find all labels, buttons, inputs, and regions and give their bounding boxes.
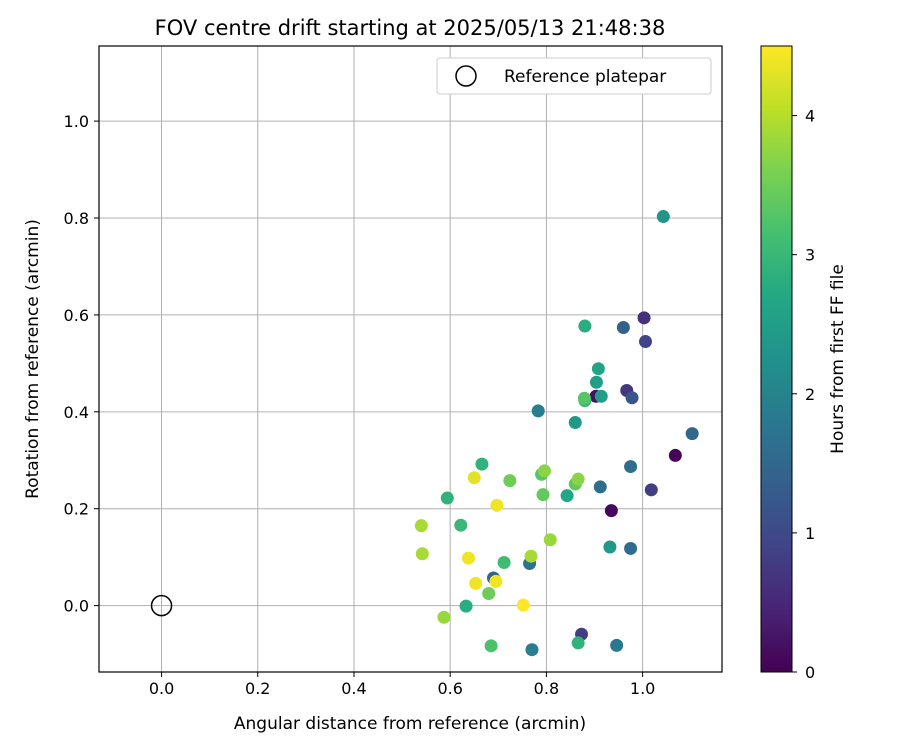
y-tick-label: 1.0 [64,112,89,131]
colorbar-tick-label: 0 [805,663,815,682]
legend: Reference platepar [436,57,712,95]
x-tick-label: 1.0 [630,679,655,698]
scatter-point [625,391,639,405]
x-tick-label: 0.4 [341,679,366,698]
scatter-point [524,549,538,563]
scatter-point [475,457,489,471]
scatter-point [610,638,624,652]
scatter-point [594,389,608,403]
y-tick-label: 0.6 [64,306,89,325]
scatter-point [668,448,682,462]
scatter-point [571,636,585,650]
scatter-point [577,391,591,405]
x-tick-label: 0.2 [245,679,270,698]
colorbar-tick-label: 3 [805,246,815,265]
scatter-point [560,489,574,503]
scatter-point [482,587,496,601]
scatter-point [525,643,539,657]
scatter-point [503,474,517,488]
scatter-point [591,362,605,376]
scatter-point [624,541,638,555]
scatter-point [536,488,550,502]
x-tick-label: 0.0 [149,679,174,698]
scatter-point [637,311,651,325]
scatter-point [568,415,582,429]
colorbar-tick-label: 2 [805,385,815,404]
scatter-point [459,599,473,613]
scatter-point [616,321,630,335]
scatter-point [656,210,670,224]
scatter-point [454,518,468,532]
colorbar-tick-label: 1 [805,524,815,543]
scatter-point [469,576,483,590]
x-tick-label: 0.6 [437,679,462,698]
scatter-point [437,610,451,624]
y-tick-label: 0.8 [64,209,89,228]
scatter-point [603,540,617,554]
x-tick-label: 0.8 [534,679,559,698]
reference-platepar-marker [150,594,173,617]
scatter-point [467,471,481,485]
chart-title: FOV centre drift starting at 2025/05/13 … [155,16,666,40]
y-tick-label: 0.4 [64,403,89,422]
colorbar-label: Hours from first FF file [828,264,848,454]
x-axis-label: Angular distance from reference (arcmin) [234,714,586,734]
scatter-point [639,335,653,349]
scatter-point [516,598,530,612]
axes-frame [98,45,723,673]
scatter-point [484,639,498,653]
scatter-point [414,519,428,533]
colorbar-gradient [760,45,793,673]
scatter-point [644,483,658,497]
scatter-point [571,472,585,486]
scatter-point [490,498,504,512]
scatter-point [461,551,475,565]
scatter-point [685,427,699,441]
scatter-point [415,547,429,561]
scatter-point [624,460,638,474]
scatter-point [604,504,618,518]
scatter-point [593,480,607,494]
y-tick-label: 0.0 [64,597,89,616]
scatter-point [531,404,545,418]
scatter-point [543,533,557,547]
scatter-point [537,464,551,478]
scatter-point [578,319,592,333]
y-axis-label: Rotation from reference (arcmin) [23,219,43,499]
scatter-point [497,555,511,569]
scatter-point [440,491,454,505]
legend-box [436,57,712,95]
colorbar-ticks: 0 1 2 3 4 [792,107,815,682]
scatter-point [489,574,503,588]
legend-marker-reference [455,65,477,87]
plot-area: 0.0 0.2 0.4 0.6 0.8 1.0 0.0 0.2 0.4 0.6 0.8 1.0 [64,45,723,698]
scatter-point [589,375,603,389]
colorbar: 0 1 2 3 4 Hours from first FF file [760,45,848,682]
colorbar-tick-label: 4 [805,107,815,126]
y-tick-label: 0.2 [64,500,89,519]
legend-label-reference: Reference platepar [504,67,666,87]
